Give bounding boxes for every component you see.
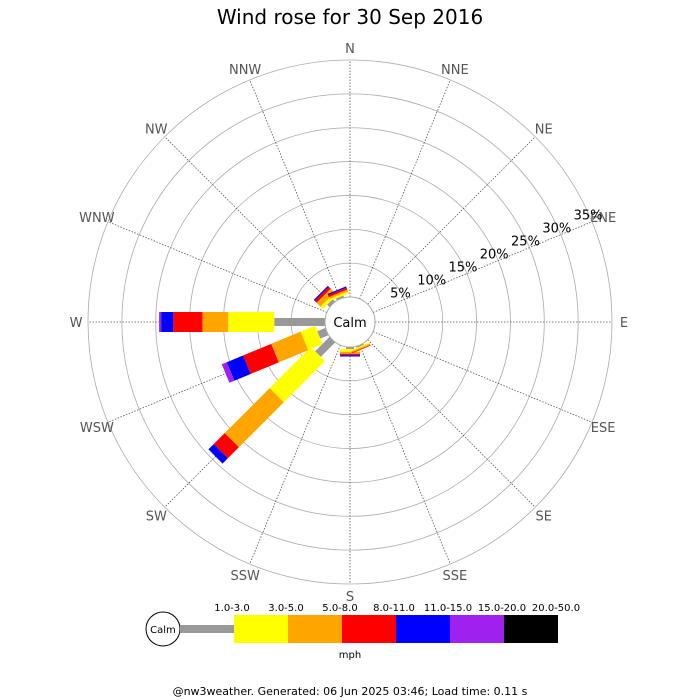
- legend-swatch-8.0-11.0: [342, 615, 396, 643]
- direction-label-SW: SW: [146, 510, 167, 525]
- direction-label-NW: NW: [145, 122, 168, 137]
- spoke-WNW: [107, 221, 328, 313]
- bar-NW-8.0-11.0: [314, 286, 331, 303]
- bar-SSE-5.0-8.0: [351, 343, 371, 353]
- percent-labels: 5% 10%15%20%25%30%35%: [390, 209, 602, 302]
- direction-label-WSW: WSW: [80, 421, 114, 436]
- bar-NNW-3.0-5.0: [329, 291, 349, 301]
- spoke-NNW: [249, 79, 341, 300]
- direction-label-NNE: NNE: [441, 63, 469, 78]
- spoke-SE: [367, 339, 536, 508]
- bar-WSW-11.0-15.0: [226, 355, 251, 381]
- legend-label-5.0-8.0: 5.0-8.0: [322, 603, 357, 614]
- percent-label-30: 30%: [542, 222, 571, 237]
- calm-circle-shape: [324, 296, 376, 348]
- spoke-NW: [164, 136, 333, 305]
- legend-label-8.0-11.0: 8.0-11.0: [373, 603, 415, 614]
- percent-label-10: 10%: [417, 274, 446, 289]
- spoke-SSE: [359, 344, 451, 565]
- legend-calm-label: Calm: [150, 625, 176, 636]
- spoke-NE: [367, 136, 536, 305]
- legend-label-15.0-20.0: 15.0-20.0: [478, 603, 526, 614]
- direction-label-SSE: SSE: [442, 569, 467, 584]
- legend-swatch-5.0-8.0: [288, 615, 342, 643]
- percent-label-5: 5%: [390, 286, 411, 301]
- spoke-ENE: [372, 221, 593, 313]
- legend-swatch-15.0-20.0: [450, 615, 504, 643]
- direction-label-NE: NE: [535, 122, 553, 137]
- bar-WSW-5.0-8.0: [271, 331, 309, 363]
- ring-30: [121, 93, 579, 551]
- bar-WSW-15.0-20.0: [221, 362, 235, 383]
- direction-label-ENE: ENE: [590, 211, 616, 226]
- direction-label-E: E: [620, 316, 628, 331]
- direction-label-S: S: [346, 590, 354, 605]
- bar-NNW-5.0-8.0: [328, 289, 349, 299]
- chart-title: Wind rose for 30 Sep 2016: [217, 5, 483, 29]
- percent-label-35: 35%: [574, 209, 603, 224]
- bar-NW-1.0-3.0: [327, 299, 336, 308]
- spoke-SSW: [249, 344, 341, 565]
- calm-label: Calm: [333, 316, 366, 331]
- legend-swatch-11.0-15.0: [396, 615, 450, 643]
- bar-SW-11.0-15.0: [208, 444, 228, 464]
- legend-label-11.0-15.0: 11.0-15.0: [424, 603, 472, 614]
- bar-WSW-3.0-5.0: [300, 325, 323, 351]
- bar-NW-3.0-5.0: [320, 292, 337, 309]
- legend-label-3.0-5.0: 3.0-5.0: [268, 603, 303, 614]
- percent-label-25: 25%: [511, 235, 540, 250]
- bar-WSW-8.0-11.0: [242, 343, 279, 374]
- bar-NW-5.0-8.0: [316, 288, 335, 307]
- bar-SW-8.0-11.0: [213, 433, 239, 459]
- footer-text: @nw3weather. Generated: 06 Jun 2025 03:4…: [173, 685, 528, 698]
- bar-NNW-8.0-11.0: [328, 287, 348, 298]
- ring-35: [87, 59, 613, 585]
- speed-legend: Calm 1.0-3.0 3.0-5.0 5.0-8.0 8.0-11.0 11.0-15…: [145, 603, 580, 647]
- bar-NNW-11.0-15.0: [327, 286, 347, 296]
- direction-label-SSW: SSW: [230, 569, 260, 584]
- calm-circle: Calm: [324, 296, 376, 348]
- spoke-ESE: [372, 331, 593, 423]
- percent-label-20: 20%: [480, 248, 509, 263]
- bar-SW-1.0-3.0: [315, 336, 336, 357]
- direction-labels: N NNE NE ENE E ESE SE SSE S SSW SW WSW W WNW NW NNW: [70, 42, 629, 605]
- bar-NW-11.0-15.0: [313, 285, 329, 301]
- direction-label-SE: SE: [536, 510, 552, 525]
- legend-label-20.0-50.0: 20.0-50.0: [532, 603, 580, 614]
- direction-label-NNW: NNW: [229, 63, 261, 78]
- legend-label-1.0-3.0: 1.0-3.0: [214, 603, 249, 614]
- spoke-NNE: [359, 79, 451, 300]
- percent-label-15: 15%: [448, 261, 477, 276]
- legend-swatch-20.0-50.0: [504, 615, 558, 643]
- direction-label-ESE: ESE: [591, 421, 616, 436]
- legend-swatch-1.0-3.0: [180, 625, 234, 633]
- bar-WSW-1.0-3.0: [317, 327, 329, 339]
- direction-label-N: N: [345, 42, 355, 57]
- legend-swatch-3.0-5.0: [234, 615, 288, 643]
- bar-SW-3.0-5.0: [269, 346, 326, 403]
- wind-bars: [159, 285, 371, 464]
- bar-SW-5.0-8.0: [224, 388, 284, 448]
- direction-label-WNW: WNW: [79, 211, 115, 226]
- direction-label-W: W: [70, 316, 83, 331]
- legend-unit: mph: [339, 650, 361, 661]
- bar-SSE-3.0-5.0: [350, 342, 370, 352]
